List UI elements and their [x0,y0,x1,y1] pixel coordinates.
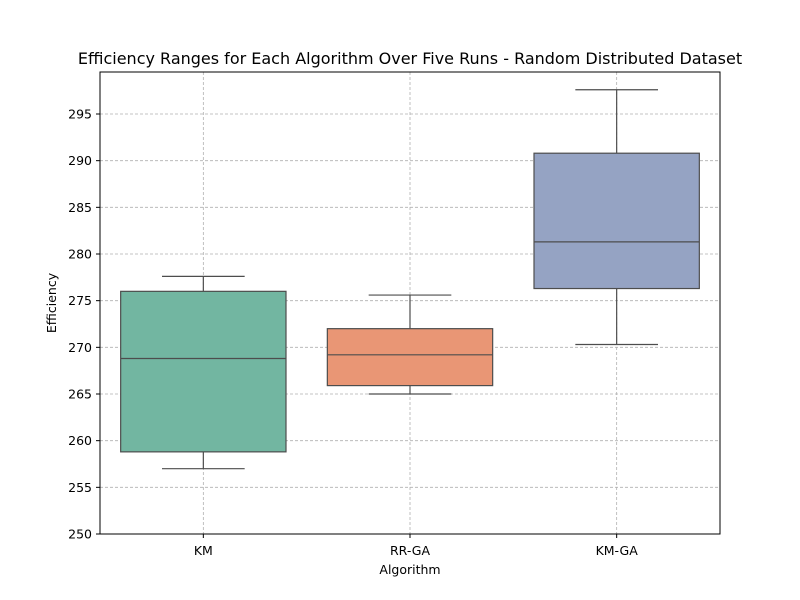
x-tick-label: KM-GA [596,543,639,558]
box-body [326,328,494,387]
y-tick-label: 250 [68,527,92,542]
y-tick-label: 280 [68,247,92,262]
y-tick-label: 290 [68,153,92,168]
x-axis: KM RR-GA KM-GA [194,534,638,558]
x-tick-label: RR-GA [390,543,431,558]
box-body [533,152,700,290]
box-plots [120,89,700,470]
x-tick-label: KM [194,543,213,558]
y-tick-label: 285 [68,200,92,215]
y-tick-label: 255 [68,480,92,495]
y-tick-label: 275 [68,293,92,308]
y-tick-label: 295 [68,107,92,122]
y-tick-label: 260 [68,433,92,448]
box-km [120,275,287,470]
y-axis-label: Efficiency [44,272,59,333]
y-axis: 250 255 260 265 270 275 280 285 290 295 [68,107,100,542]
y-tick-label: 265 [68,387,92,402]
box-body [120,290,287,453]
box-rr-ga [326,294,494,395]
x-axis-label: Algorithm [379,562,440,577]
y-tick-label: 270 [68,340,92,355]
chart-title: Efficiency Ranges for Each Algorithm Ove… [78,49,742,68]
box-km-ga [533,89,700,346]
